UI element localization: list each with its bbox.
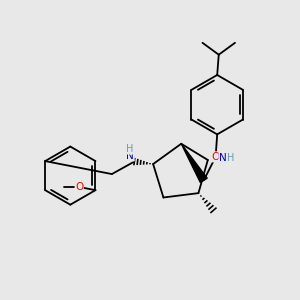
- Polygon shape: [181, 144, 207, 182]
- Text: N: N: [219, 153, 227, 164]
- Text: H: H: [227, 153, 234, 164]
- Text: H: H: [126, 144, 134, 154]
- Text: O: O: [212, 152, 220, 162]
- Text: N: N: [126, 151, 134, 161]
- Text: O: O: [75, 182, 83, 192]
